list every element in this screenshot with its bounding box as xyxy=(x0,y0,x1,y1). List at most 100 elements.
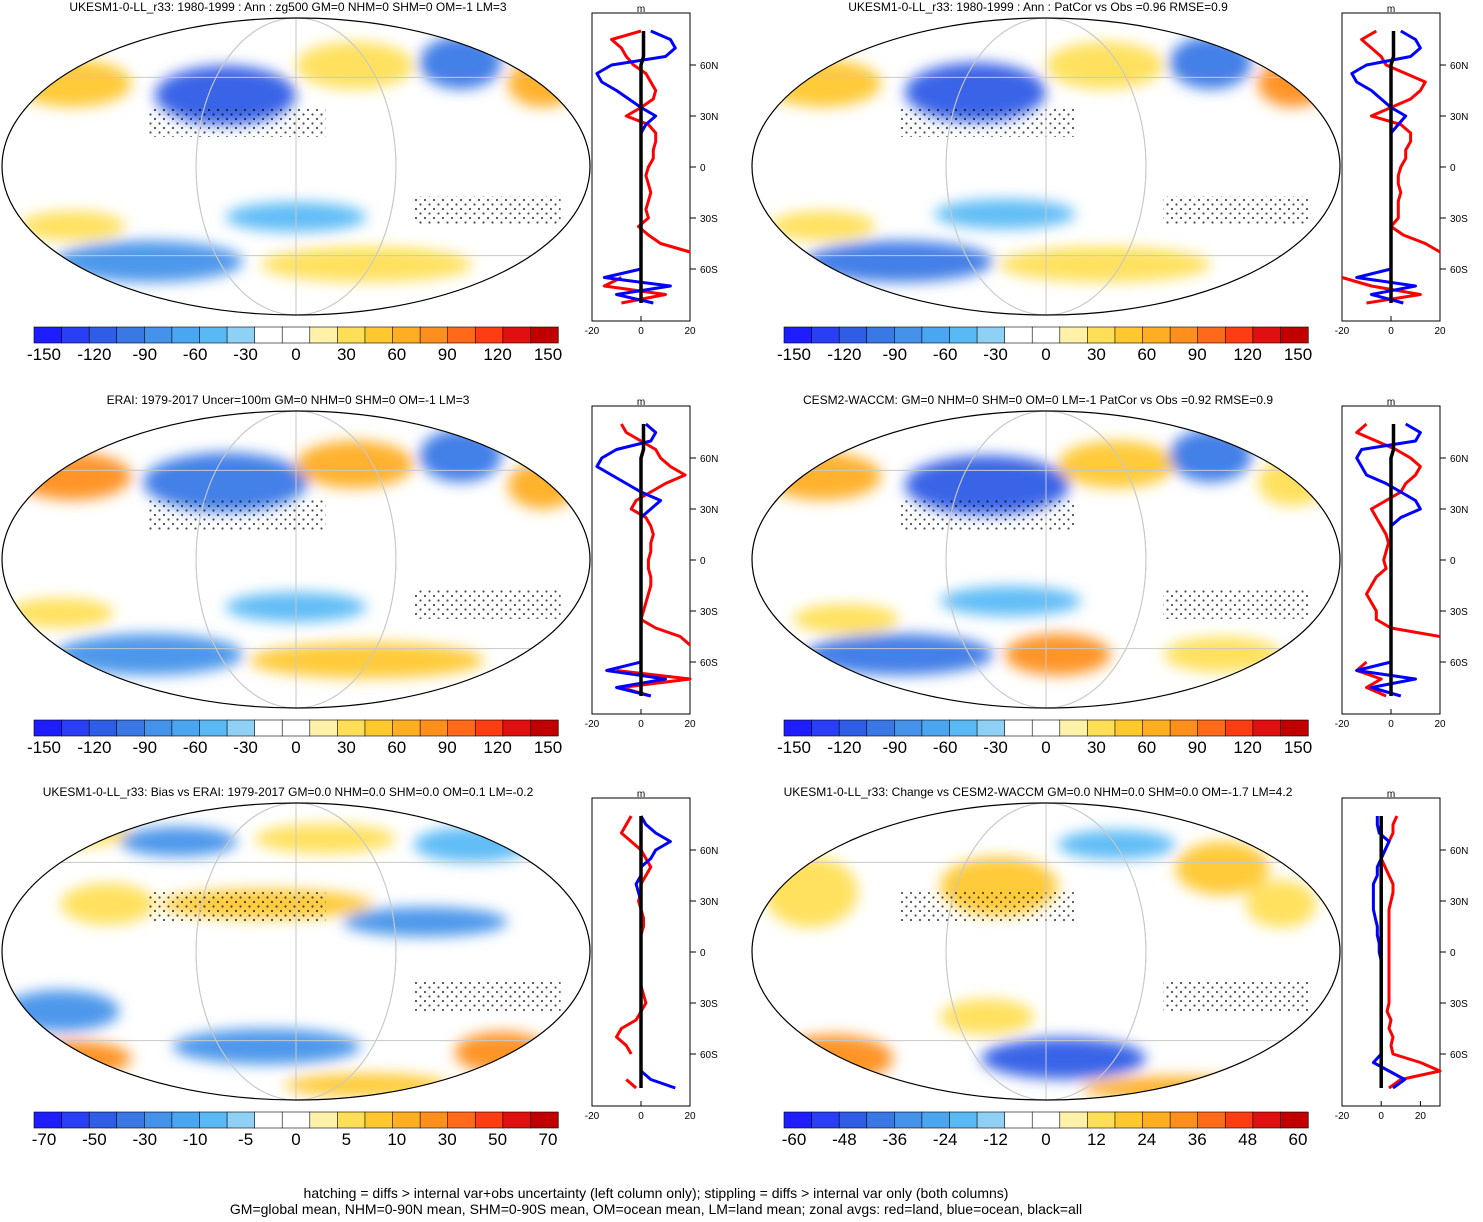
colorbar-swatch xyxy=(226,326,256,344)
zonal-units: m xyxy=(1387,789,1395,800)
colorbar-swatch xyxy=(811,1111,840,1129)
colorbar-swatch xyxy=(1142,326,1171,344)
map xyxy=(2,411,590,708)
anomaly-region xyxy=(804,633,994,676)
lat-tick-label: 30N xyxy=(1450,505,1468,516)
colorbar-label: 60 xyxy=(387,738,406,757)
colorbar-swatch xyxy=(309,326,338,344)
colorbar-swatch xyxy=(33,1111,63,1129)
colorbar-swatch xyxy=(61,326,90,344)
graticule xyxy=(752,803,1340,1100)
zonal-profile: 60N 30N 0 30S 60S -20 0 20 m xyxy=(585,4,719,337)
colorbar-swatch xyxy=(281,326,311,344)
colorbar-label: -150 xyxy=(777,345,811,364)
colorbar-swatch xyxy=(309,1111,338,1129)
map xyxy=(752,18,1340,315)
colorbar-swatch xyxy=(1252,1111,1282,1129)
colorbar-label: -50 xyxy=(82,1130,107,1149)
colorbar-swatch xyxy=(1280,326,1309,344)
colorbar: -150 -120 -90 -60 -30 0 30 60 90 120 150 xyxy=(777,326,1312,364)
colorbar-label: 90 xyxy=(438,345,457,364)
colorbar-label: 30 xyxy=(337,345,356,364)
colorbar-swatch xyxy=(502,326,532,344)
x-tick-label: -20 xyxy=(585,1111,600,1122)
colorbar-swatch xyxy=(502,1111,532,1129)
map-outline xyxy=(751,410,1341,709)
anomaly-region xyxy=(1257,59,1329,108)
colorbar-swatch xyxy=(921,326,951,344)
lat-tick-label: 60S xyxy=(1450,658,1468,669)
colorbar-swatch xyxy=(1169,1111,1199,1129)
panel: ERAI: 1979-2017 Uncer=100m GM=0 NHM=0 SH… xyxy=(1,393,718,757)
colorbar-label: 30 xyxy=(438,1130,457,1149)
graticule xyxy=(752,18,1340,315)
colorbar-swatch xyxy=(281,719,311,737)
colorbar-swatch xyxy=(1059,1111,1088,1129)
colorbar-swatch xyxy=(281,1111,311,1129)
colorbar-swatch xyxy=(1059,719,1088,737)
x-tick-label: 0 xyxy=(1378,1111,1384,1122)
panel: UKESM1-0-LL_r33: Bias vs ERAI: 1979-2017… xyxy=(1,785,718,1149)
colorbar-label: -60 xyxy=(183,345,208,364)
colorbar-swatch xyxy=(1252,719,1282,737)
lat-tick-label: 30N xyxy=(700,897,718,908)
colorbar-label: -10 xyxy=(183,1130,208,1149)
lat-tick-label: 60N xyxy=(700,454,718,465)
colorbar-swatch xyxy=(1114,719,1144,737)
colorbar-label: 90 xyxy=(1188,738,1207,757)
x-tick-label: 20 xyxy=(684,719,696,730)
x-tick-label: 20 xyxy=(684,1111,696,1122)
lat-tick-label: 30S xyxy=(1450,214,1468,225)
colorbar-swatch xyxy=(116,326,145,344)
anomaly-region xyxy=(507,59,579,108)
anomaly-region xyxy=(13,1040,132,1077)
zonal-line-all xyxy=(639,31,646,303)
anomaly-region xyxy=(13,452,132,501)
colorbar-label: -5 xyxy=(238,1130,253,1149)
colorbar-label: -60 xyxy=(933,345,958,364)
lat-tick-label: 30S xyxy=(700,999,718,1010)
colorbar-swatch xyxy=(61,719,90,737)
lat-tick-label: 30S xyxy=(1450,607,1468,618)
anomaly-region xyxy=(143,452,308,512)
colorbar-swatch xyxy=(1087,1111,1116,1129)
stippling xyxy=(413,589,561,619)
colorbar-swatch xyxy=(1087,719,1116,737)
zonal-line-all xyxy=(1389,424,1396,696)
graticule-meridian xyxy=(195,18,397,315)
colorbar-swatch xyxy=(1197,326,1226,344)
zonal-units: m xyxy=(1387,4,1395,15)
colorbar-swatch xyxy=(474,719,504,737)
x-tick-label: -20 xyxy=(1335,719,1350,730)
colorbar-swatch xyxy=(811,719,840,737)
colorbar-swatch xyxy=(811,326,840,344)
colorbar-label: 30 xyxy=(1087,738,1106,757)
anomaly-region xyxy=(54,633,244,676)
colorbar-swatch xyxy=(838,326,868,344)
x-tick-label: 0 xyxy=(638,1111,644,1122)
colorbar-label: 0 xyxy=(291,1130,300,1149)
colorbar-swatch xyxy=(199,326,228,344)
colorbar-swatch xyxy=(1224,719,1254,737)
colorbar-swatch xyxy=(866,326,895,344)
anomaly-region xyxy=(248,642,485,679)
colorbar-label: 150 xyxy=(534,738,562,757)
colorbar-swatch xyxy=(1224,1111,1254,1129)
lat-tick-label: 60S xyxy=(1450,1050,1468,1061)
colorbar-swatch xyxy=(392,719,421,737)
colorbar-swatch xyxy=(783,719,813,737)
graticule xyxy=(2,18,590,315)
anomaly-region xyxy=(13,59,132,108)
colorbar-swatch xyxy=(199,1111,228,1129)
map xyxy=(752,803,1340,1100)
colorbar-swatch xyxy=(976,1111,1006,1129)
lat-tick-label: 30S xyxy=(700,214,718,225)
anomaly-region xyxy=(254,823,396,854)
colorbar-swatch xyxy=(364,719,394,737)
lat-tick-label: 0 xyxy=(1450,556,1456,567)
graticule xyxy=(2,411,590,708)
colorbar-swatch xyxy=(1142,719,1171,737)
colorbar-swatch xyxy=(144,719,173,737)
graticule-meridian xyxy=(195,411,397,708)
panel-title: ERAI: 1979-2017 Uncer=100m GM=0 NHM=0 SH… xyxy=(107,393,470,407)
